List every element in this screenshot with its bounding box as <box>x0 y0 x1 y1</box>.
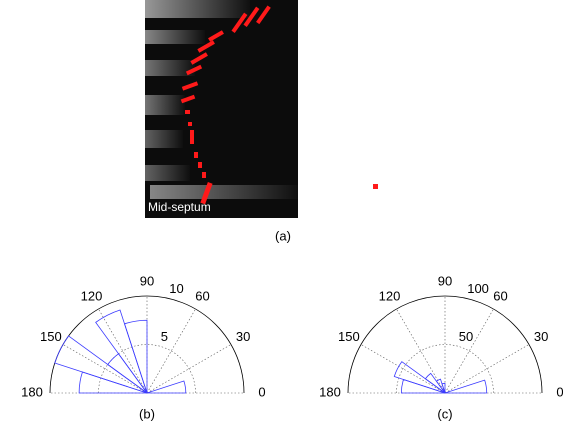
angle-grid <box>62 344 148 394</box>
angle-tick-label: 30 <box>236 329 250 344</box>
rose-wedge <box>78 371 148 394</box>
angle-tick-label: 150 <box>338 329 360 344</box>
angle-tick-label: 150 <box>40 329 62 344</box>
angle-tick-label: 0 <box>258 384 265 399</box>
angle-tick-label: 0 <box>556 384 563 399</box>
image-label: Mid-septum <box>148 200 211 214</box>
rose-wedge <box>95 309 148 394</box>
angle-grid <box>444 344 530 394</box>
angle-tick-label: 120 <box>379 288 401 303</box>
angle-tick-label: 180 <box>319 384 341 399</box>
radial-tick-label: 50 <box>459 329 473 344</box>
angle-grid <box>146 308 196 394</box>
rose-wedge <box>400 379 446 394</box>
angle-tick-label: 60 <box>195 288 209 303</box>
radial-grid <box>98 344 196 394</box>
angle-tick-label: 120 <box>81 288 103 303</box>
caption: (c) <box>437 406 452 421</box>
caption: (b) <box>139 406 155 421</box>
rose-wedge <box>107 353 148 394</box>
angle-tick-label: 30 <box>534 329 548 344</box>
ultrasound-image: Mid-septum <box>145 0 378 218</box>
angle-grid <box>146 344 232 394</box>
angle-tick-label: 90 <box>140 273 154 288</box>
rose-wedge <box>393 361 446 394</box>
radial-grid <box>347 295 543 394</box>
rose-wedge <box>444 379 488 394</box>
angle-grid <box>444 308 494 394</box>
radial-tick-label: 100 <box>467 281 489 296</box>
radial-tick-label: 10 <box>169 281 183 296</box>
caption: (a) <box>275 228 291 243</box>
rose-wedge <box>146 380 187 394</box>
angle-tick-label: 180 <box>21 384 43 399</box>
tracked-points <box>180 5 378 205</box>
angle-grid <box>98 308 148 394</box>
rose-wedge <box>54 335 148 394</box>
angle-tick-label: 90 <box>438 273 452 288</box>
radial-grid <box>396 344 494 394</box>
angle-grid <box>360 344 446 394</box>
angle-grid <box>396 308 446 394</box>
angle-tick-label: 60 <box>493 288 507 303</box>
radial-tick-label: 5 <box>161 329 168 344</box>
